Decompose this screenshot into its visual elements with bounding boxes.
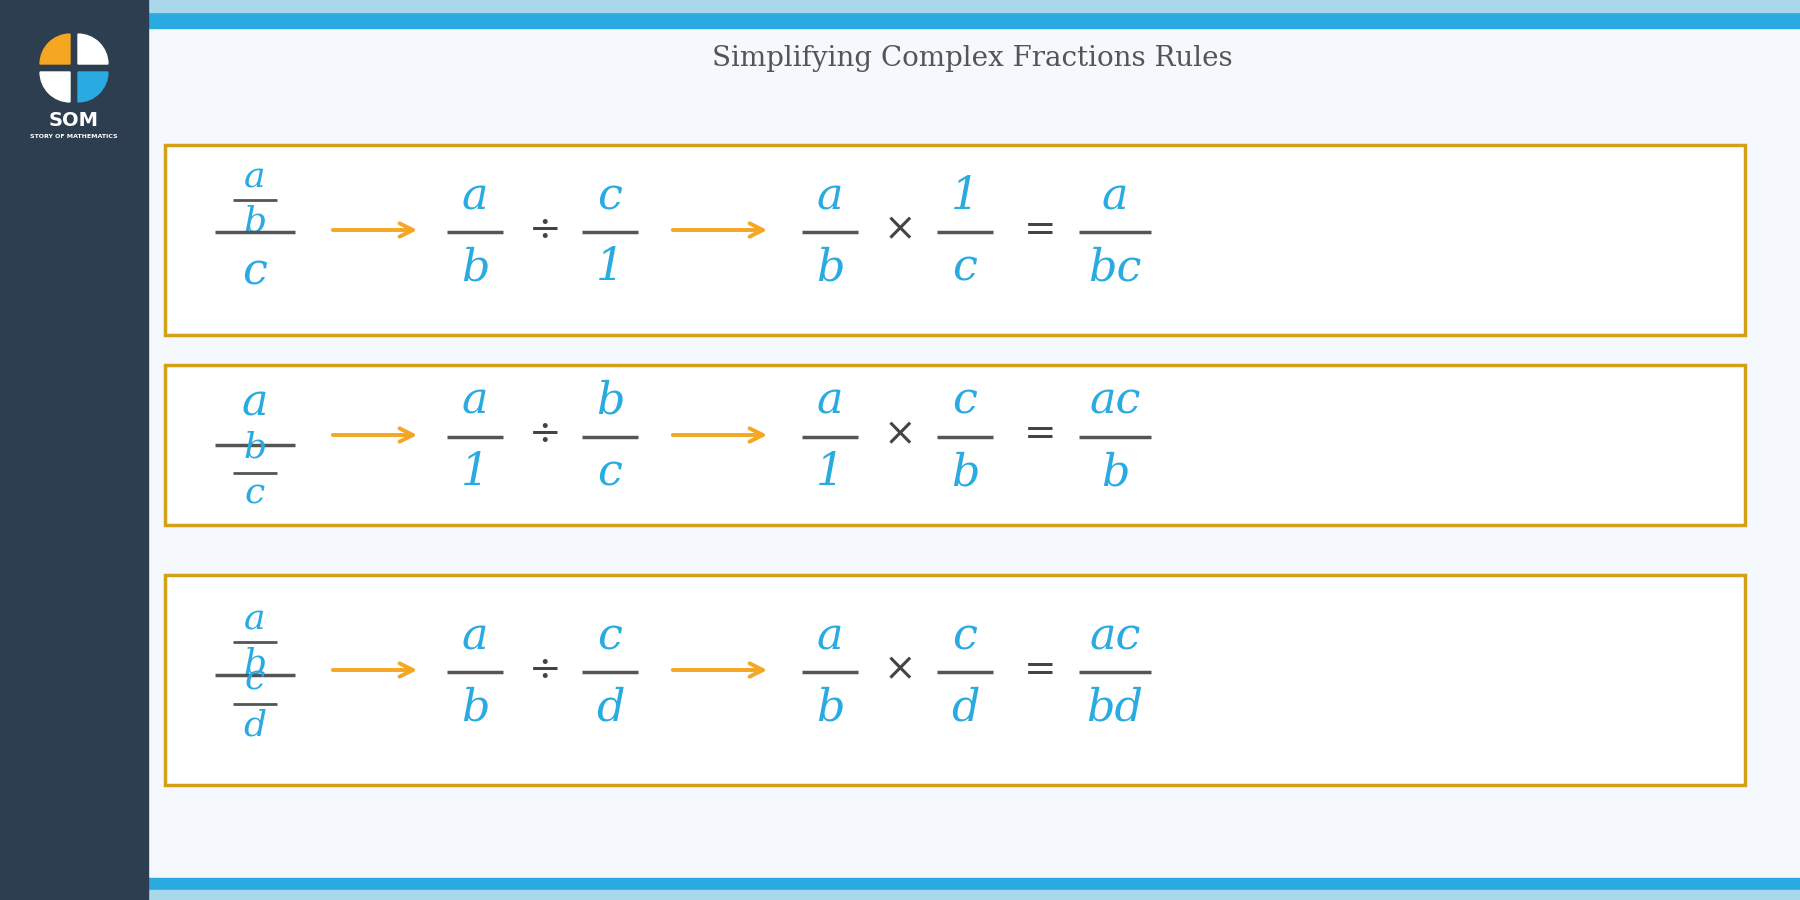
- Text: STORY OF MATHEMATICS: STORY OF MATHEMATICS: [31, 133, 117, 139]
- Text: c: c: [952, 380, 977, 423]
- Text: a: a: [817, 175, 842, 218]
- Text: Simplifying Complex Fractions Rules: Simplifying Complex Fractions Rules: [711, 44, 1233, 71]
- Bar: [0, 0, 1800, 12]
- Text: a: a: [1102, 175, 1129, 218]
- Text: ×: ×: [884, 417, 916, 454]
- Text: ac: ac: [1089, 615, 1141, 658]
- Text: d: d: [596, 686, 625, 729]
- Text: d: d: [950, 686, 979, 729]
- Text: c: c: [245, 477, 265, 511]
- Text: c: c: [245, 662, 265, 696]
- Text: c: c: [598, 615, 623, 658]
- Text: b: b: [243, 431, 266, 465]
- Text: c: c: [598, 175, 623, 218]
- Bar: [166, 575, 1744, 785]
- Text: 1: 1: [461, 451, 490, 494]
- Wedge shape: [77, 72, 108, 102]
- Text: b: b: [596, 380, 625, 423]
- Bar: [0, 0, 148, 900]
- Text: =: =: [1024, 652, 1057, 688]
- Text: b: b: [950, 451, 979, 494]
- Text: b: b: [461, 246, 490, 289]
- Text: SOM: SOM: [49, 111, 99, 130]
- Text: ac: ac: [1089, 380, 1141, 423]
- Text: a: a: [817, 380, 842, 423]
- Text: ×: ×: [884, 652, 916, 688]
- Text: =: =: [1024, 212, 1057, 248]
- Text: 1: 1: [815, 451, 844, 494]
- Text: c: c: [952, 615, 977, 658]
- Text: b: b: [243, 204, 266, 238]
- Text: a: a: [463, 615, 488, 658]
- Text: c: c: [598, 451, 623, 494]
- Text: a: a: [241, 382, 268, 425]
- Text: 1: 1: [950, 175, 979, 218]
- Bar: [0, 878, 1800, 900]
- Text: ÷: ÷: [529, 417, 562, 454]
- Text: =: =: [1024, 417, 1057, 454]
- Text: 1: 1: [596, 246, 625, 289]
- Text: a: a: [463, 380, 488, 423]
- Text: a: a: [817, 615, 842, 658]
- Text: b: b: [815, 686, 844, 729]
- Bar: [166, 365, 1744, 525]
- Text: bd: bd: [1087, 686, 1143, 729]
- Wedge shape: [77, 34, 108, 64]
- Text: b: b: [815, 246, 844, 289]
- Text: b: b: [1102, 451, 1129, 494]
- Wedge shape: [40, 72, 70, 102]
- Text: ×: ×: [884, 212, 916, 248]
- Bar: [166, 145, 1744, 335]
- Text: b: b: [243, 646, 266, 680]
- Text: a: a: [245, 160, 266, 194]
- Text: a: a: [463, 175, 488, 218]
- Text: ÷: ÷: [529, 652, 562, 688]
- Text: bc: bc: [1089, 246, 1141, 289]
- Text: b: b: [461, 686, 490, 729]
- Text: d: d: [243, 708, 266, 742]
- Bar: [0, 890, 1800, 900]
- Text: c: c: [952, 246, 977, 289]
- Text: a: a: [245, 602, 266, 636]
- Bar: [0, 0, 1800, 28]
- Wedge shape: [40, 34, 70, 64]
- Text: ÷: ÷: [529, 212, 562, 248]
- Text: c: c: [243, 250, 268, 293]
